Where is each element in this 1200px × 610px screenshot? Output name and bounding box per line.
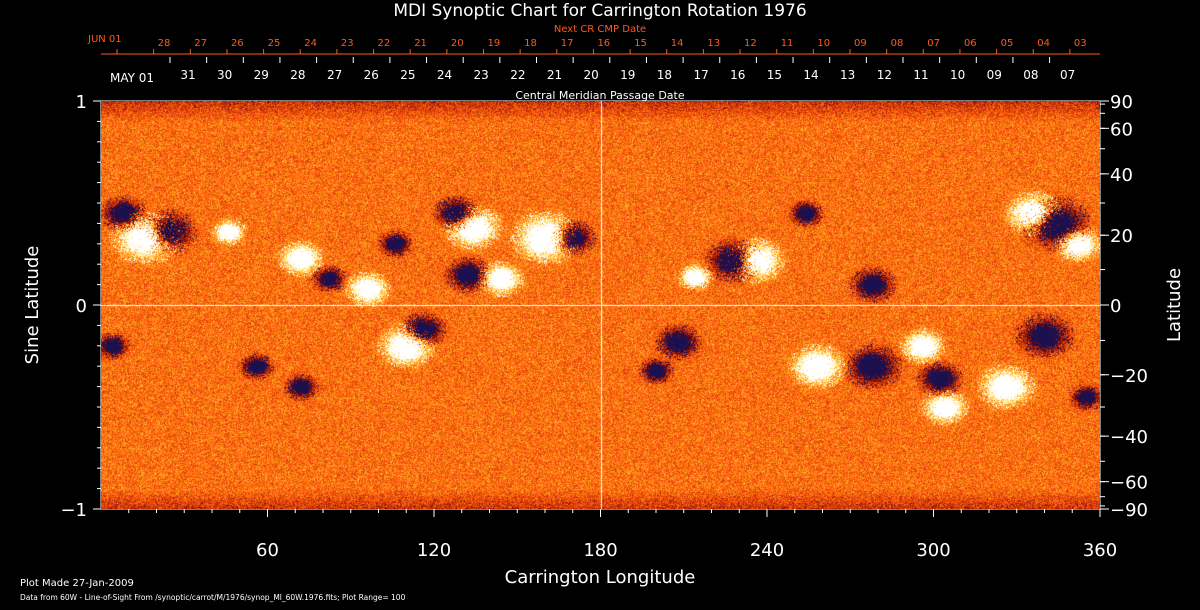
mid-tick-label: 20 [584,68,599,82]
mid-tick-label: 24 [437,68,452,82]
mid-tick-label: 12 [877,68,892,82]
right-tick-label: −20 [1110,366,1148,387]
y-axis-label-right: Latitude [1164,268,1185,342]
top-tick-label: 13 [707,38,720,49]
bottom-tick-label: 180 [583,540,617,561]
mid-tick-label: 26 [364,68,379,82]
right-tick-label: −40 [1110,427,1148,448]
mid-tick-label: 16 [730,68,745,82]
top-tick-label: 16 [597,38,610,49]
right-tick-label: 60 [1110,119,1133,140]
right-tick-label: −60 [1110,473,1148,494]
bottom-tick-label: 60 [256,540,279,561]
right-tick-label: 90 [1110,92,1133,113]
top-tick-label: 10 [817,38,830,49]
mid-tick-label: 17 [693,68,708,82]
mid-tick-label: 22 [510,68,525,82]
top-tick-label: 03 [1074,38,1087,49]
plot-made-note: Plot Made 27-Jan-2009 [20,578,134,589]
bottom-axis-ticks: 60 120 180 240 300 360 [128,509,1117,561]
x-axis-label: Carrington Longitude [505,567,696,588]
y-axis-label-left: Sine Latitude [22,246,43,365]
top-tick-label: 27 [194,38,207,49]
top-axis-label: Next CR CMP Date [554,24,646,35]
right-axis-ticks: −90 −60 −40 −20 0 20 40 60 90 [1100,92,1148,521]
mid-tick-label: 30 [217,68,232,82]
mid-tick-label: 31 [180,68,195,82]
top-tick-label: 15 [634,38,647,49]
top-tick-label: 12 [744,38,757,49]
mid-tick-label: 18 [657,68,672,82]
bottom-tick-label: 120 [417,540,451,561]
top-tick-label: 11 [781,38,794,49]
mid-tick-label: 19 [620,68,635,82]
right-tick-label: −90 [1110,500,1148,521]
mid-tick-label: 07 [1060,68,1075,82]
top-tick-label: 09 [854,38,867,49]
left-tick-label: 1 [76,92,87,113]
top-axis-start-label: JUN 01 [87,34,122,45]
mid-tick-label: 23 [474,68,489,82]
mid-axis-ticks: 31 30 29 28 27 26 25 24 23 22 21 20 19 18 17 16 15 14 13 12… [169,57,1075,82]
top-tick-label: 21 [414,38,427,49]
top-tick-label: 07 [927,38,940,49]
top-tick-label: 20 [451,38,464,49]
bottom-tick-label: 360 [1083,540,1117,561]
mid-tick-label: 13 [840,68,855,82]
top-tick-label: 23 [341,38,354,49]
left-tick-label: −1 [60,500,87,521]
mid-tick-label: 10 [950,68,965,82]
mid-tick-label: 14 [803,68,818,82]
top-tick-label: 18 [524,38,537,49]
top-tick-label: 28 [158,38,171,49]
top-tick-label: 05 [1001,38,1014,49]
mid-tick-label: 25 [400,68,415,82]
left-tick-label: 0 [76,296,87,317]
top-axis-ticks: 28 27 26 25 24 23 22 21 20 19 18 17 16 15 14 13 12 11 10 09… [116,38,1087,54]
mid-tick-label: 11 [913,68,928,82]
top-tick-label: 24 [304,38,317,49]
magnetogram-heatmap [101,101,1100,509]
bottom-tick-label: 240 [750,540,784,561]
top-tick-label: 06 [964,38,977,49]
mid-tick-label: 27 [327,68,342,82]
mid-tick-label: 21 [547,68,562,82]
chart-title: MDI Synoptic Chart for Carrington Rotati… [393,1,806,21]
mid-tick-label: 15 [767,68,782,82]
mid-tick-label: 08 [1023,68,1038,82]
right-tick-label: 40 [1110,165,1133,186]
right-tick-label: 0 [1110,296,1121,317]
mid-tick-label: 09 [987,68,1002,82]
mid-axis-start-label: MAY 01 [110,71,154,85]
top-tick-label: 19 [488,38,501,49]
right-tick-label: 20 [1110,226,1133,247]
top-tick-label: 26 [231,38,244,49]
top-tick-label: 04 [1037,38,1050,49]
data-source-note: Data from 60W - Line-of-Sight From /syno… [20,593,406,602]
mid-axis-label: Central Meridian Passage Date [515,89,684,102]
mid-tick-label: 29 [254,68,269,82]
top-tick-label: 22 [378,38,391,49]
bottom-tick-label: 300 [916,540,950,561]
left-axis-ticks: −1 0 1 [60,92,101,521]
top-tick-label: 14 [671,38,684,49]
top-tick-label: 17 [561,38,574,49]
top-tick-label: 08 [891,38,904,49]
top-tick-label: 25 [268,38,281,49]
mid-tick-label: 28 [290,68,305,82]
